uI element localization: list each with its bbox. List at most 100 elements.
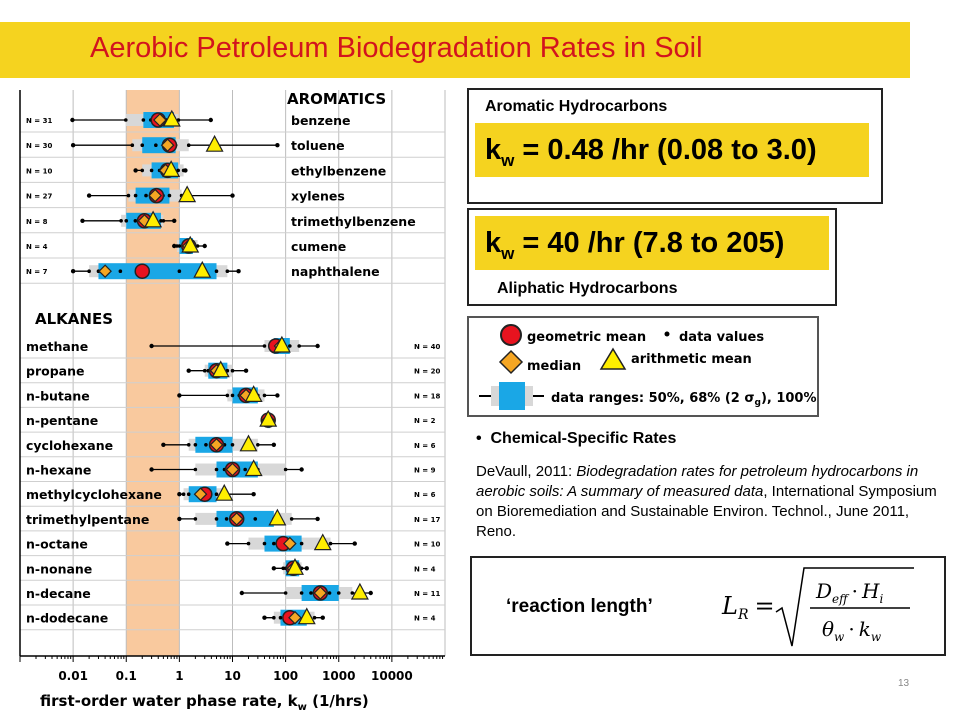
aliphatic-kw-prefix: k [485, 227, 502, 259]
n-label: N = 10 [414, 541, 440, 549]
legend-arith-mean-marker [599, 347, 627, 370]
formula-numerator: Deff · Hi [815, 579, 883, 606]
data-row-n-decane: n-decane N = 11 [26, 582, 440, 601]
reaction-length-box: ‘reaction length’ LR = Deff · Hi θw · kw [470, 556, 946, 656]
arithmetic-mean-marker [297, 607, 316, 625]
citation: DeVaull, 2011: Biodegradation rates for … [476, 462, 946, 542]
data-value-dot [272, 615, 276, 620]
data-row-naphthalene: N = 7 naphthalene [26, 260, 380, 280]
data-value-dot [214, 517, 219, 521]
compound-label: methane [26, 339, 88, 354]
median-marker [209, 437, 224, 452]
data-value-dot [299, 591, 304, 595]
data-row-n-butane: n-butane N = 18 [26, 385, 440, 404]
data-value-dot [283, 591, 288, 595]
x-tick-label: 10000 [371, 669, 413, 683]
whisker-end-min [177, 492, 182, 497]
aliphatic-box: kw = 40 /hr (7.8 to 205) Aliphatic Hydro… [467, 208, 837, 306]
aromatic-box: Aromatic Hydrocarbons kw = 0.48 /hr (0.0… [467, 88, 883, 204]
arithmetic-mean-marker [162, 109, 181, 127]
aromatic-label: Aromatic Hydrocarbons [485, 98, 668, 115]
n-label: N = 4 [26, 243, 48, 251]
whisker-end-max [230, 193, 235, 198]
data-value-dot [141, 118, 146, 122]
data-value-dot [312, 615, 317, 620]
highlight-band [126, 90, 180, 656]
compound-label: propane [26, 364, 84, 379]
whisker-end-max [202, 243, 207, 249]
whisker-end-max [304, 566, 309, 571]
data-value-dot [126, 193, 131, 198]
data-value-dot [288, 344, 292, 348]
whisker-end-min [172, 243, 177, 249]
arithmetic-mean-marker [162, 160, 181, 178]
aliphatic-label: Aliphatic Hydrocarbons [497, 280, 678, 297]
data-row-ethylbenzene: N = 10 ethylbenzene [26, 160, 386, 179]
data-value-dot [243, 467, 247, 472]
compound-label: n-dodecane [26, 611, 108, 626]
reaction-length-formula: LR = Deff · Hi θw · kw [721, 567, 914, 647]
whisker-end-min [149, 467, 154, 472]
data-value-dot [350, 591, 355, 595]
data-value-dot [225, 269, 230, 273]
legend-ranges-symbol: σ [744, 391, 754, 406]
n-label: N = 18 [414, 392, 440, 400]
arithmetic-mean-marker [313, 533, 332, 551]
whisker-end-min [149, 343, 154, 349]
citation-rest: , International Symposium on Bioremediat… [476, 483, 937, 540]
data-value-dot [202, 368, 207, 373]
n-label: N = 2 [414, 417, 436, 425]
data-value-dot [214, 492, 219, 497]
x-tick-label: 1000 [322, 669, 355, 683]
arithmetic-mean-marker [193, 260, 212, 278]
legend-data-value-dot [664, 331, 670, 337]
data-value-dot [193, 467, 198, 472]
citation-author: DeVaull, 2011: [476, 463, 577, 480]
whisker-end-max [315, 516, 320, 522]
arithmetic-mean-marker [181, 235, 200, 253]
data-value-dot [193, 443, 198, 447]
compound-label: cumene [291, 239, 346, 254]
median-marker [313, 586, 328, 600]
group-header-alkanes: ALKANES [35, 310, 113, 328]
compound-label: cyclohexane [26, 438, 113, 453]
data-value-dot [118, 269, 123, 273]
compound-label: naphthalene [291, 264, 380, 279]
data-row-trimethylpentane: trimethylpentane N = 17 [26, 508, 440, 527]
formula-denominator: θw · kw [822, 617, 882, 644]
formula-lhs: LR = [721, 592, 775, 623]
legend-arithmetic-mean: arithmetic mean [631, 352, 752, 367]
arithmetic-mean-marker [244, 385, 263, 402]
arithmetic-mean-marker [285, 558, 304, 575]
data-value-dot [336, 591, 341, 595]
data-value-dot [167, 193, 172, 198]
data-value-dot [177, 244, 182, 248]
data-value-dot [230, 393, 235, 398]
data-value-dot [253, 517, 258, 521]
whisker-end-min [80, 218, 85, 223]
n-label: N = 4 [414, 565, 436, 573]
data-value-dot [87, 269, 91, 273]
whisker-end-min [177, 516, 182, 522]
data-row-n-nonane: n-nonane N = 4 [26, 558, 436, 577]
data-row-xylenes: N = 27 xylenes [26, 185, 345, 204]
data-value-dot [278, 615, 283, 620]
whisker-end-min [86, 193, 92, 198]
compound-label: trimethylbenzene [291, 214, 416, 229]
data-value-dot [181, 168, 186, 173]
arithmetic-mean-marker [205, 134, 224, 152]
whisker-end-min [70, 143, 76, 148]
compound-label: toluene [291, 138, 345, 153]
aliphatic-kw-sub: w [501, 243, 515, 263]
data-value-dot [204, 443, 208, 447]
whisker-end-max [315, 343, 320, 349]
x-axis-label: first-order water phase rate, kw (1/hrs) [40, 692, 369, 713]
data-row-methylcyclohexane: methylcyclohexane N = 6 [26, 483, 436, 503]
compound-label: trimethylpentane [26, 512, 149, 527]
data-value-dot [133, 193, 138, 198]
compound-label: n-octane [26, 537, 88, 552]
whisker-end-min [70, 117, 75, 123]
title-bar: Aerobic Petroleum Biodegradation Rates i… [0, 22, 910, 78]
arithmetic-mean-marker [272, 335, 291, 353]
geometric-mean-marker [134, 263, 150, 279]
